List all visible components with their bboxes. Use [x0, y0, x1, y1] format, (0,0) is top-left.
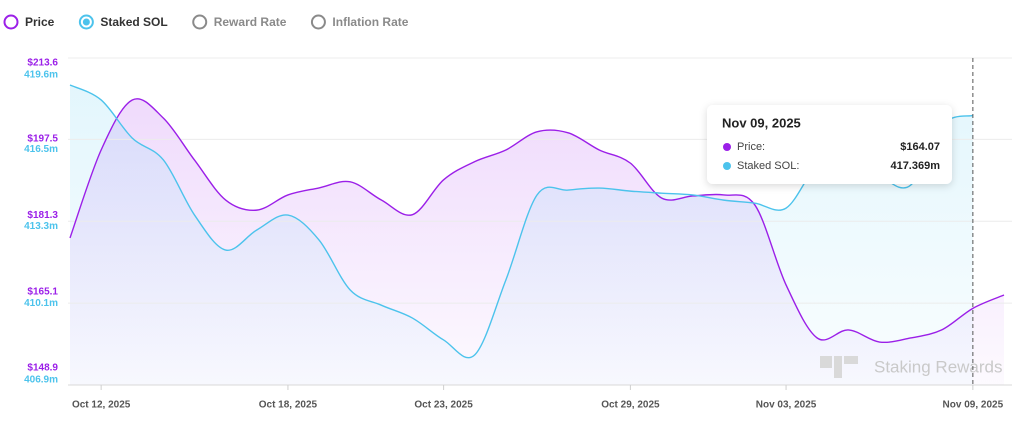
x-tick-label: Oct 29, 2025	[601, 400, 660, 411]
x-tick-label: Nov 03, 2025	[756, 400, 817, 411]
tooltip-value: 417.369m	[890, 160, 940, 172]
legend-dot	[82, 18, 90, 26]
legend-label: Staked SOL	[100, 15, 167, 29]
y2-tick-label: 419.6m	[24, 70, 58, 81]
y2-tick-label: 410.1m	[24, 298, 58, 309]
tooltip-label: Price:	[737, 141, 765, 153]
x-tick-label: Oct 18, 2025	[259, 400, 318, 411]
tooltip-title: Nov 09, 2025	[722, 115, 801, 130]
x-tick-label: Oct 12, 2025	[72, 400, 131, 411]
x-tick-label: Nov 09, 2025	[943, 400, 1004, 411]
tooltip-label: Staked SOL:	[737, 160, 799, 172]
y-tick-label: $197.5	[27, 134, 58, 145]
tooltip-box	[707, 105, 952, 184]
y2-tick-label: 406.9m	[24, 375, 58, 386]
legend-dot	[7, 18, 15, 26]
legend-item[interactable]: Price	[3, 14, 55, 30]
legend-item[interactable]: Inflation Rate	[310, 14, 409, 30]
y-tick-label: $148.9	[27, 363, 58, 374]
tooltip-value: $164.07	[900, 141, 940, 153]
tooltip-dot	[723, 162, 731, 170]
legend-ring	[192, 14, 208, 30]
legend-label: Reward Rate	[214, 15, 287, 29]
x-tick-label: Oct 23, 2025	[414, 400, 473, 411]
y-tick-label: $165.1	[27, 286, 58, 297]
line	[69, 98, 1005, 344]
legend-ring	[310, 14, 326, 30]
legend-label: Inflation Rate	[332, 15, 408, 29]
y-tick-label: $213.6	[27, 58, 58, 69]
legend-label: Price	[25, 15, 55, 29]
y2-tick-label: 416.5m	[24, 144, 58, 155]
watermark-text: Staking Rewards	[874, 357, 1003, 376]
tooltip-dot	[723, 143, 731, 151]
legend-item[interactable]: Staked SOL	[78, 14, 168, 30]
tooltip: Nov 09, 2025 Price: $164.07 Staked SOL: 417.…	[707, 105, 952, 184]
y-tick-label: $181.3	[27, 210, 58, 221]
watermark: Staking Rewards	[820, 356, 1003, 378]
y2-tick-label: 413.3m	[24, 221, 58, 232]
legend-item[interactable]: Reward Rate	[192, 14, 287, 30]
